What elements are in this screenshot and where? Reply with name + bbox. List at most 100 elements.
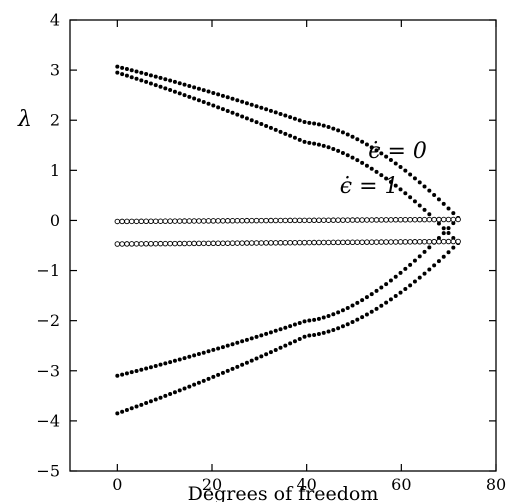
data-point <box>350 319 355 324</box>
data-point <box>182 356 187 361</box>
data-point <box>273 127 278 132</box>
y-tick-label: −2 <box>36 311 60 330</box>
data-point <box>374 169 379 174</box>
data-point <box>264 123 269 128</box>
data-point <box>215 240 221 247</box>
data-point <box>326 314 331 319</box>
data-point <box>206 89 211 94</box>
annotation-edot-0: ϵ̇ = 0 <box>368 139 427 164</box>
data-point <box>124 67 129 72</box>
data-point <box>240 99 245 104</box>
data-point <box>320 217 327 223</box>
data-point <box>441 226 446 231</box>
data-point <box>446 231 451 236</box>
data-point <box>393 161 398 166</box>
data-point <box>316 142 321 147</box>
data-point <box>354 217 361 223</box>
data-point <box>326 125 331 130</box>
data-point <box>297 320 302 325</box>
data-point <box>427 188 432 193</box>
y-tick-label: 1 <box>50 161 60 180</box>
data-point <box>336 326 341 331</box>
data-point <box>432 192 437 197</box>
data-point <box>210 240 217 247</box>
data-point <box>115 373 120 378</box>
data-point <box>283 343 288 348</box>
data-point <box>187 354 192 359</box>
data-point <box>259 122 264 127</box>
data-point <box>350 155 355 160</box>
data-point <box>181 240 188 247</box>
data-point <box>148 81 153 86</box>
data-point <box>220 345 225 350</box>
data-point <box>235 364 240 369</box>
data-point <box>192 382 197 387</box>
data-point <box>148 365 153 370</box>
data-point <box>172 79 177 84</box>
data-point <box>398 270 403 275</box>
data-point <box>230 342 235 347</box>
data-point <box>355 317 360 322</box>
data-point <box>440 238 447 245</box>
data-point <box>138 241 145 247</box>
data-point <box>168 392 173 397</box>
data-point <box>153 397 158 402</box>
data-point <box>172 89 177 94</box>
data-point <box>302 139 307 144</box>
data-point <box>211 347 216 352</box>
data-point <box>331 147 336 151</box>
data-point <box>240 362 245 367</box>
data-point <box>331 327 336 332</box>
data-point <box>335 239 341 246</box>
data-point <box>249 358 254 363</box>
data-point <box>220 218 226 224</box>
data-point <box>360 139 365 144</box>
data-point <box>124 218 130 225</box>
data-point <box>436 221 441 226</box>
x-tick-label: 60 <box>391 475 411 494</box>
data-point <box>451 235 456 240</box>
data-point <box>388 157 393 162</box>
data-point <box>144 401 149 406</box>
data-point <box>172 390 177 395</box>
data-point <box>383 217 389 223</box>
data-point <box>133 218 140 225</box>
data-point <box>297 336 302 341</box>
data-point <box>312 121 317 126</box>
data-point <box>129 75 134 80</box>
y-tick-label: −5 <box>36 462 60 481</box>
data-point <box>316 122 321 127</box>
data-point <box>201 88 206 93</box>
data-point <box>186 240 193 247</box>
data-point <box>345 322 350 327</box>
data-point <box>369 145 374 150</box>
data-point <box>292 322 297 327</box>
data-point <box>369 166 374 171</box>
data-point <box>220 107 225 112</box>
data-point <box>412 216 418 223</box>
data-point <box>412 176 417 181</box>
data-point <box>124 241 130 247</box>
data-point <box>172 358 177 363</box>
data-point <box>268 240 274 246</box>
data-point <box>234 217 241 224</box>
data-point <box>340 324 345 329</box>
data-point <box>148 399 153 404</box>
data-point <box>283 131 288 136</box>
data-point <box>182 82 187 87</box>
data-point <box>134 404 139 409</box>
data-point <box>163 77 168 82</box>
data-point <box>143 241 149 247</box>
data-point <box>393 183 398 188</box>
data-point <box>144 79 149 84</box>
data-point <box>296 239 303 246</box>
data-point <box>240 339 245 344</box>
data-point <box>277 217 284 224</box>
data-point <box>345 132 350 137</box>
data-point <box>440 216 447 223</box>
data-point <box>355 158 360 163</box>
x-axis-label: Degrees of freedom <box>188 483 379 502</box>
data-point <box>431 238 437 245</box>
data-point <box>451 245 456 250</box>
data-point <box>383 239 389 245</box>
